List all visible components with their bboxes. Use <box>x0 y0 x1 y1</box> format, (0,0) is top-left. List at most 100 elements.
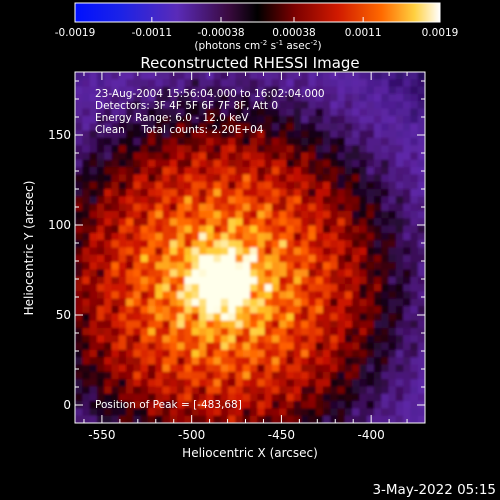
heatmap-cell <box>337 79 346 88</box>
heatmap-cell <box>104 393 113 402</box>
heatmap-cell <box>359 313 368 322</box>
heatmap-cell <box>250 254 258 263</box>
heatmap-cell <box>126 167 134 175</box>
heatmap-cell <box>75 108 83 117</box>
heatmap-cell <box>337 232 346 241</box>
heatmap-cell <box>162 181 171 190</box>
heatmap-cell <box>271 101 280 110</box>
heatmap-cell <box>118 284 127 292</box>
heatmap-cell <box>147 210 156 219</box>
heatmap-cell <box>359 379 368 388</box>
heatmap-cell <box>242 203 251 212</box>
heatmap-cell <box>359 101 368 110</box>
heatmap-cell <box>381 174 390 183</box>
heatmap-cell <box>403 137 412 146</box>
heatmap-cell <box>250 327 258 336</box>
heatmap-cell <box>315 167 324 175</box>
heatmap-cell <box>177 269 185 278</box>
heatmap-cell <box>111 210 120 219</box>
heatmap-cell <box>250 298 258 307</box>
heatmap-cell <box>257 145 266 154</box>
heatmap-cell <box>140 254 149 263</box>
heatmap-cell <box>220 284 229 292</box>
heatmap-cell <box>417 79 425 88</box>
heatmap-cell <box>293 145 302 154</box>
heatmap-cell <box>198 349 207 358</box>
heatmap-cell <box>330 240 339 249</box>
heatmap-cell <box>96 123 105 132</box>
heatmap-cell <box>82 415 91 423</box>
heatmap-cell <box>169 145 178 154</box>
heatmap-cell <box>257 174 266 183</box>
heatmap-cell <box>293 108 302 117</box>
heatmap-cell <box>198 364 207 373</box>
heatmap-cell <box>315 108 324 117</box>
heatmap-cell <box>169 357 178 366</box>
heatmap-cell <box>250 174 258 183</box>
heatmap-cell <box>184 196 193 205</box>
heatmap-cell <box>359 123 368 132</box>
heatmap-cell <box>220 276 229 285</box>
heatmap-cell <box>206 327 215 336</box>
heatmap-cell <box>373 93 382 102</box>
heatmap-cell <box>104 152 113 161</box>
heatmap-cell <box>89 181 98 190</box>
heatmap-cell <box>410 167 419 175</box>
heatmap-cell <box>198 327 207 336</box>
heatmap-cell <box>228 349 237 358</box>
heatmap-cell <box>177 240 185 249</box>
heatmap-cell <box>250 152 258 161</box>
heatmap-cell <box>133 401 142 409</box>
heatmap-cell <box>286 342 295 351</box>
heatmap-cell <box>381 152 390 161</box>
heatmap-cell <box>235 130 244 139</box>
heatmap-cell <box>322 181 331 190</box>
heatmap-cell <box>286 298 295 307</box>
heatmap-cell <box>213 159 222 168</box>
heatmap-cell <box>373 371 382 380</box>
heatmap-cell <box>264 152 273 161</box>
heatmap-cell <box>286 210 295 219</box>
heatmap-cell <box>330 159 339 168</box>
heatmap-cell <box>388 393 397 402</box>
heatmap-cell <box>388 386 397 395</box>
heatmap-cell <box>322 152 331 161</box>
heatmap-cell <box>213 298 222 307</box>
heatmap-cell <box>177 145 185 154</box>
heatmap-cell <box>228 415 237 423</box>
heatmap-cell <box>257 401 266 409</box>
heatmap-cell <box>330 349 339 358</box>
heatmap-cell <box>315 240 324 249</box>
heatmap-cell <box>220 342 229 351</box>
heatmap-cell <box>410 225 419 234</box>
heatmap-cell <box>147 115 156 124</box>
heatmap-cell <box>257 379 266 388</box>
heatmap-cell <box>410 364 419 373</box>
heatmap-cell <box>89 313 98 322</box>
heatmap-cell <box>206 415 215 423</box>
heatmap-cell <box>235 247 244 256</box>
heatmap-cell <box>410 342 419 351</box>
heatmap-cell <box>104 342 113 351</box>
heatmap-cell <box>403 320 412 329</box>
heatmap-cell <box>75 101 83 110</box>
heatmap-cell <box>271 349 280 358</box>
heatmap-cell <box>315 320 324 329</box>
heatmap-cell <box>395 349 404 358</box>
heatmap-cell <box>155 364 164 373</box>
heatmap-cell <box>191 313 200 322</box>
heatmap-cell <box>198 357 207 366</box>
heatmap-cell <box>308 137 317 146</box>
heatmap-cell <box>242 115 251 124</box>
heatmap-cell <box>410 145 419 154</box>
heatmap-cell <box>344 167 353 175</box>
heatmap-cell <box>140 79 149 88</box>
heatmap-cell <box>96 225 105 234</box>
heatmap-cell <box>352 269 360 278</box>
heatmap-cell <box>155 152 164 161</box>
heatmap-cell <box>322 108 331 117</box>
heatmap-cell <box>213 371 222 380</box>
heatmap-cell <box>279 137 288 146</box>
heatmap-cell <box>250 181 258 190</box>
